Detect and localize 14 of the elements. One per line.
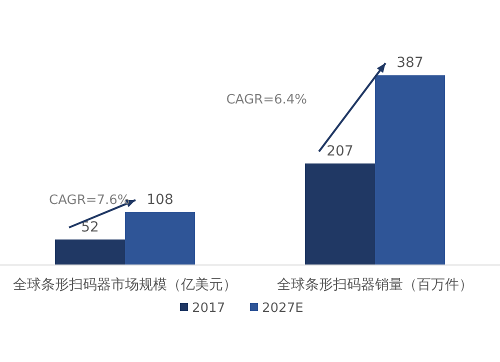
x-tick-label: 全球条形扫码器市场规模（亿美元） — [13, 277, 237, 293]
data-label: 52 — [81, 219, 99, 236]
bar — [125, 212, 195, 265]
annotation: CAGR=6.4% — [226, 92, 307, 108]
annotation: CAGR=7.6% — [49, 192, 130, 208]
bar — [375, 75, 445, 265]
data-label: 108 — [146, 192, 174, 208]
bar — [305, 163, 375, 265]
legend-label: 2017 — [192, 301, 226, 316]
data-label: 387 — [396, 55, 424, 72]
data-label: 207 — [326, 143, 354, 160]
bar — [55, 239, 125, 265]
x-tick-label: 全球条形扫码器销量（百万件） — [277, 277, 473, 293]
legend-label: 2027E — [262, 301, 304, 316]
